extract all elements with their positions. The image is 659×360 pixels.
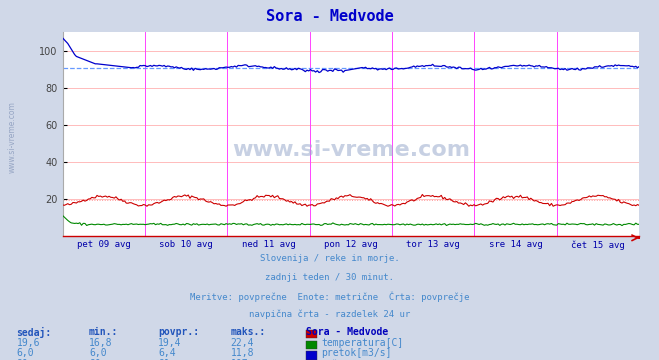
Text: min.:: min.: <box>89 327 119 337</box>
Text: 6,0: 6,0 <box>16 348 34 359</box>
Text: navpična črta - razdelek 24 ur: navpična črta - razdelek 24 ur <box>249 310 410 319</box>
Text: temperatura[C]: temperatura[C] <box>321 338 403 348</box>
Text: 90: 90 <box>89 359 101 360</box>
Text: www.si-vreme.com: www.si-vreme.com <box>232 140 470 160</box>
Text: maks.:: maks.: <box>231 327 266 337</box>
Text: 19,6: 19,6 <box>16 338 40 348</box>
Text: 19,4: 19,4 <box>158 338 182 348</box>
Text: 11,8: 11,8 <box>231 348 254 359</box>
Text: sedaj:: sedaj: <box>16 327 51 338</box>
Text: 6,0: 6,0 <box>89 348 107 359</box>
Text: ned 11 avg: ned 11 avg <box>242 240 295 249</box>
Text: sob 10 avg: sob 10 avg <box>159 240 213 249</box>
Text: višina[cm]: višina[cm] <box>321 359 380 360</box>
Text: Sora - Medvode: Sora - Medvode <box>306 327 389 337</box>
Text: www.si-vreme.com: www.si-vreme.com <box>8 101 17 173</box>
Text: Slovenija / reke in morje.: Slovenija / reke in morje. <box>260 254 399 263</box>
Text: pet 09 avg: pet 09 avg <box>77 240 130 249</box>
Text: pon 12 avg: pon 12 avg <box>324 240 378 249</box>
Text: Sora - Medvode: Sora - Medvode <box>266 9 393 24</box>
Text: tor 13 avg: tor 13 avg <box>407 240 460 249</box>
Text: 107: 107 <box>231 359 248 360</box>
Text: pretok[m3/s]: pretok[m3/s] <box>321 348 391 359</box>
Text: zadnji teden / 30 minut.: zadnji teden / 30 minut. <box>265 273 394 282</box>
Text: 90: 90 <box>16 359 28 360</box>
Text: 16,8: 16,8 <box>89 338 113 348</box>
Text: Meritve: povprečne  Enote: metrične  Črta: povprečje: Meritve: povprečne Enote: metrične Črta:… <box>190 291 469 302</box>
Text: čet 15 avg: čet 15 avg <box>571 240 625 249</box>
Text: 22,4: 22,4 <box>231 338 254 348</box>
Text: sre 14 avg: sre 14 avg <box>489 240 542 249</box>
Text: 6,4: 6,4 <box>158 348 176 359</box>
Text: 91: 91 <box>158 359 170 360</box>
Text: povpr.:: povpr.: <box>158 327 199 337</box>
